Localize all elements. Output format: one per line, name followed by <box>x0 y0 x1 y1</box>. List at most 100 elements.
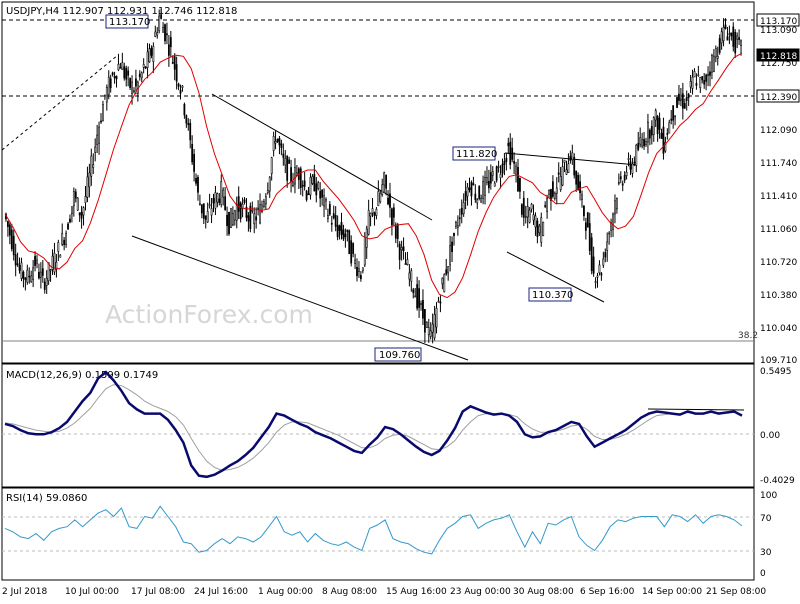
candle <box>20 257 23 282</box>
candle-body <box>348 230 351 255</box>
candle <box>476 198 479 210</box>
candle <box>177 82 180 91</box>
y-tick-label: 112.750 <box>760 59 797 69</box>
candle-body <box>439 301 442 304</box>
candle-body <box>398 243 401 260</box>
y-tick-label: 110.380 <box>760 291 797 301</box>
candle <box>648 128 651 146</box>
candle <box>699 76 702 94</box>
candle-body <box>307 193 310 196</box>
candle-body <box>272 136 275 152</box>
candle-body <box>464 191 467 201</box>
candle <box>253 207 256 234</box>
candle <box>352 242 355 258</box>
candle-body <box>158 15 161 32</box>
candle-body <box>495 166 498 181</box>
candle <box>247 212 250 232</box>
candle-body <box>588 223 591 251</box>
candle <box>720 27 723 50</box>
candle <box>100 113 102 124</box>
candle-body <box>169 37 172 48</box>
candle-body <box>522 197 525 218</box>
candle-body <box>691 76 694 89</box>
candle <box>135 69 137 95</box>
rsi-y-tick: 70 <box>760 514 772 524</box>
candle-body <box>660 132 663 139</box>
candle-body <box>594 281 597 283</box>
candle <box>239 201 242 223</box>
price-tag-current: 112.818 <box>756 48 800 62</box>
candle <box>658 112 661 139</box>
candle <box>660 128 663 139</box>
price-tag-box <box>756 89 800 103</box>
candle-body <box>200 204 203 214</box>
candle-body <box>328 204 331 215</box>
candle <box>435 302 438 334</box>
price-tag-112390: 112.390 <box>756 89 800 103</box>
candle <box>49 268 52 282</box>
candle <box>294 158 296 194</box>
x-tick-label: 21 Sep 08:00 <box>706 587 766 597</box>
annotation-box <box>105 14 149 29</box>
annotation-box <box>528 287 572 302</box>
candle <box>199 194 201 206</box>
candle-body <box>581 194 583 200</box>
rsi-y-tick: 30 <box>760 548 772 558</box>
candle-body <box>672 105 675 121</box>
candle-body <box>105 86 108 103</box>
candle-body <box>555 187 558 194</box>
candle-body <box>222 189 225 198</box>
candle-body <box>711 55 713 73</box>
candle-body <box>164 24 166 42</box>
candle <box>701 76 704 84</box>
candle-body <box>171 61 174 64</box>
candle <box>652 116 655 142</box>
candle <box>51 249 54 275</box>
candle <box>627 152 630 167</box>
candle-body <box>561 166 564 186</box>
candle <box>76 197 79 211</box>
candle-body <box>689 81 692 88</box>
candle <box>567 153 570 173</box>
macd-panel-frame <box>1 363 755 488</box>
candle-body <box>385 174 388 189</box>
candle-body <box>441 277 444 285</box>
annotation-109760: 109.760 <box>374 347 422 362</box>
price-tag-text: 112.390 <box>760 93 797 103</box>
candle-body <box>423 309 426 333</box>
candle <box>575 170 578 192</box>
candle-body <box>119 67 122 69</box>
candle <box>445 258 448 276</box>
candle <box>509 133 512 170</box>
candle <box>598 260 601 276</box>
candle <box>255 207 258 229</box>
candle-body <box>237 196 240 212</box>
candle <box>160 9 163 20</box>
candle <box>313 164 316 192</box>
candle <box>18 257 21 274</box>
candle-body <box>455 222 457 227</box>
y-tick-label: 113.090 <box>760 26 797 36</box>
y-tick-label: 111.060 <box>760 225 797 235</box>
candle <box>592 246 595 277</box>
candle-body <box>38 271 40 279</box>
candle-body <box>204 215 207 220</box>
candle <box>295 165 298 177</box>
macd-title: MACD(12,26,9) 0.1599 0.1749 <box>6 370 158 381</box>
annotation-text: 110.370 <box>532 290 573 301</box>
candle <box>738 29 740 45</box>
candle-body <box>51 255 54 270</box>
candle-body <box>445 269 448 275</box>
candle <box>47 262 50 285</box>
candle-body <box>383 172 386 186</box>
candle <box>36 254 38 269</box>
candle <box>284 150 287 174</box>
candle-body <box>10 229 13 249</box>
candle-body <box>125 68 128 80</box>
candle <box>505 152 508 171</box>
candle <box>460 199 463 224</box>
candle <box>619 171 622 184</box>
candle <box>565 160 568 176</box>
candle-body <box>280 143 283 148</box>
candle-body <box>175 64 178 82</box>
